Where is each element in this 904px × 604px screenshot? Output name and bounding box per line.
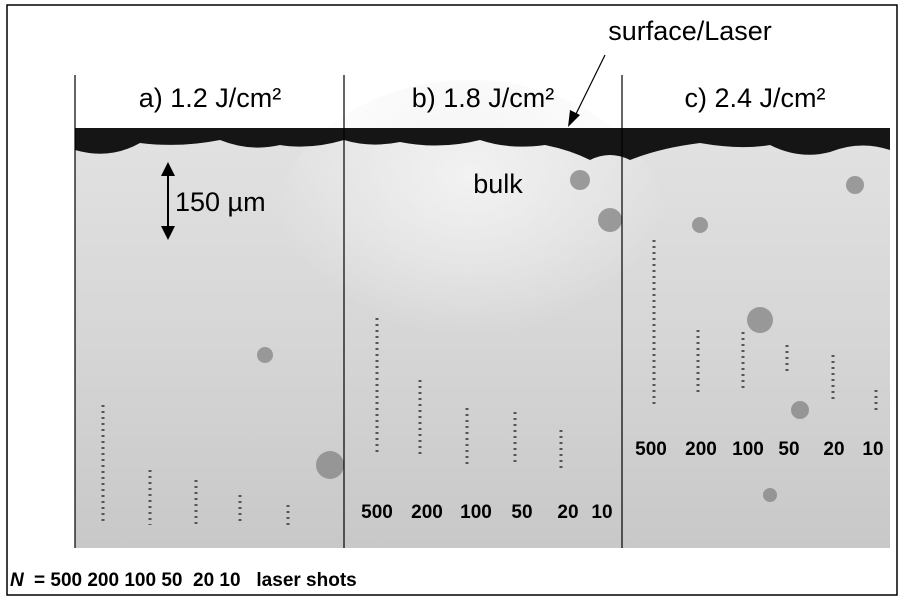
shot-label: 50 [778,439,799,460]
shot-label: 20 [823,439,844,460]
micrograph [75,80,890,548]
shot-label: 500 [361,502,393,523]
footer-text: = 500 200 100 50 20 10 laser shots [34,570,357,591]
shot-label: 200 [411,502,443,523]
shot-label: 100 [732,439,764,460]
shot-label: 100 [460,502,492,523]
shot-label: 200 [685,439,717,460]
shot-label: 10 [862,439,883,460]
panel-title: a) 1.2 J/cm² [139,83,282,113]
shot-label: 20 [557,502,578,523]
shot-label: 10 [591,502,612,523]
footer: N = 500 200 100 50 20 10 laser shots [10,570,357,591]
panel-title: b) 1.8 J/cm² [412,83,555,113]
figure: a) 1.2 J/cm² b) 1.8 J/cm² c) 2.4 J/cm² s… [0,0,904,599]
annotation: surface/Laser [608,16,772,46]
panel-title: c) 2.4 J/cm² [684,83,825,113]
footer-variable: N [10,570,25,591]
bulk-label: bulk [473,169,523,199]
scale-label: 150 µm [175,187,266,217]
shot-label: 50 [511,502,532,523]
shot-label: 500 [635,439,667,460]
